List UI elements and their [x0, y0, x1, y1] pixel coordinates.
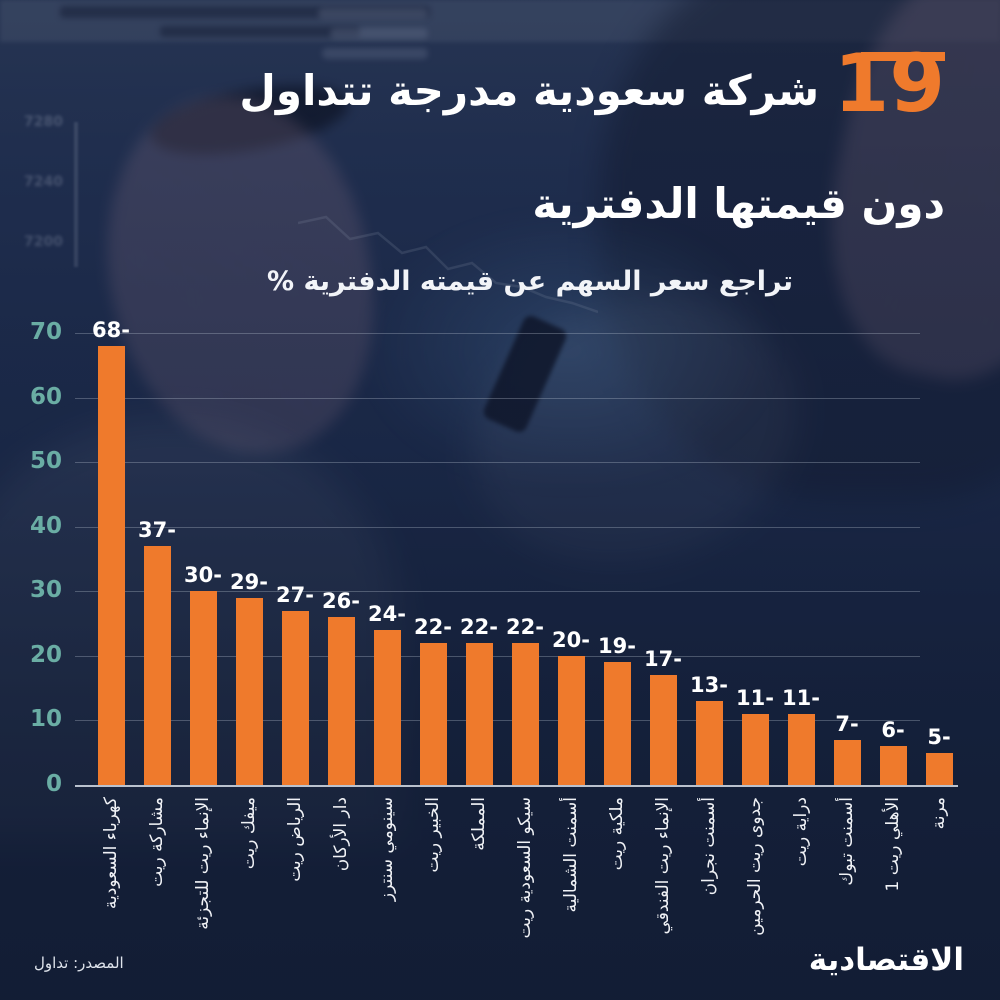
page-title-line1: 19 شركة سعودية مدرجة تتداول — [45, 44, 947, 124]
y-axis-tick-label: 60 — [29, 383, 62, 410]
bar — [557, 656, 585, 785]
gridline — [75, 462, 920, 464]
bar-category-label: الإنماء ريت للتجزئة — [193, 797, 213, 930]
bar-category-label: مشاركة ريت — [147, 797, 167, 887]
bar-category-label: سيكو السعودية ريت — [515, 797, 535, 939]
gridline — [75, 333, 920, 334]
bar-value-label: 11- — [736, 686, 774, 710]
bar — [741, 714, 769, 785]
y-axis-tick-label: 20 — [29, 641, 62, 668]
gridline — [75, 720, 920, 722]
bar-category-label: أسمنت نجران — [699, 797, 719, 896]
bar-category-label-wrap: مرنة — [929, 797, 961, 829]
y-axis-tick-label: 10 — [29, 706, 62, 733]
bar-value-label: 17- — [644, 647, 682, 671]
accent-dash — [861, 52, 945, 61]
bar — [97, 346, 125, 785]
gridline — [75, 526, 920, 528]
bar — [143, 546, 171, 785]
bar-value-label: 6- — [881, 718, 905, 742]
bar — [281, 611, 309, 785]
headline-text: شركة سعودية مدرجة تتداول — [239, 66, 820, 115]
bar-category-label: الأهلي ريت 1 — [883, 797, 903, 892]
bar-value-label: 19- — [598, 634, 636, 658]
y-axis-tick-label: 0 — [45, 771, 62, 797]
bar-value-label: 7- — [835, 712, 859, 736]
bar — [373, 630, 401, 785]
bar-category-label: سينومي سنترز — [377, 797, 397, 902]
y-axis-tick-label: 30 — [29, 577, 62, 604]
bar — [327, 617, 355, 785]
bar-category-label: مرنة — [929, 797, 949, 830]
bar-category-label: كهرباء السعودية — [101, 797, 121, 910]
bar-value-label: 13- — [690, 673, 728, 697]
x-axis-line — [75, 785, 958, 787]
bar-value-label: 22- — [460, 615, 498, 639]
bar-category-label: ملكية ريت — [607, 797, 627, 871]
bar — [833, 740, 861, 785]
bar-category-label: أسمنت تبوك — [837, 797, 857, 886]
y-axis-tick-label: 40 — [29, 512, 62, 539]
bar-value-label: 29- — [230, 570, 268, 594]
bar-value-label: 68- — [92, 318, 130, 342]
chart-title: تراجع سعر السهم عن قيمته الدفترية % — [267, 266, 793, 297]
bar — [603, 662, 631, 785]
gridline — [75, 591, 920, 593]
bar-value-label: 5- — [927, 725, 951, 749]
bar — [879, 746, 907, 785]
bar-category-label: الخبير ريت — [423, 797, 443, 873]
bar-value-label: 22- — [506, 615, 544, 639]
bar-value-label: 26- — [322, 589, 360, 613]
bar-value-label: 27- — [276, 583, 314, 607]
bar-category-label: دراية ريت — [791, 797, 811, 867]
gridline — [75, 655, 920, 657]
bar-value-label: 22- — [414, 615, 452, 639]
bar-category-label: الرياض ريت — [285, 797, 305, 882]
page-title-line2: دون قيمتها الدفترية — [532, 179, 945, 228]
bar-category-label: ميفك ريت — [239, 797, 259, 870]
bar — [511, 643, 539, 785]
bar-category-label: أسمنت الشمالية — [561, 797, 581, 913]
bar-category-label: دار الأركان — [331, 797, 351, 872]
bar — [189, 591, 217, 785]
gridline — [75, 397, 920, 399]
bar — [465, 643, 493, 785]
bar-value-label: 20- — [552, 628, 590, 652]
bar — [787, 714, 815, 785]
bar-value-label: 24- — [368, 602, 406, 626]
y-axis-tick-label: 70 — [29, 319, 62, 345]
bar — [419, 643, 447, 785]
bar-value-label: 30- — [184, 563, 222, 587]
bar — [649, 675, 677, 785]
bar — [925, 753, 953, 785]
bar — [235, 598, 263, 785]
brand-logo: الاقتصادية — [808, 942, 965, 978]
bar-value-label: 37- — [138, 518, 176, 542]
bar-value-label: 11- — [782, 686, 820, 710]
bar-category-label: جدوى ريت الحرمين — [745, 797, 765, 936]
bar-category-label: الإنماء ريت الفندقي — [653, 797, 673, 935]
source-note: المصدر: تداول — [34, 954, 124, 972]
bar — [695, 701, 723, 785]
y-axis-tick-label: 50 — [29, 448, 62, 475]
bar-category-label: المملكة — [469, 797, 489, 851]
headline-number: 19 — [833, 37, 947, 130]
